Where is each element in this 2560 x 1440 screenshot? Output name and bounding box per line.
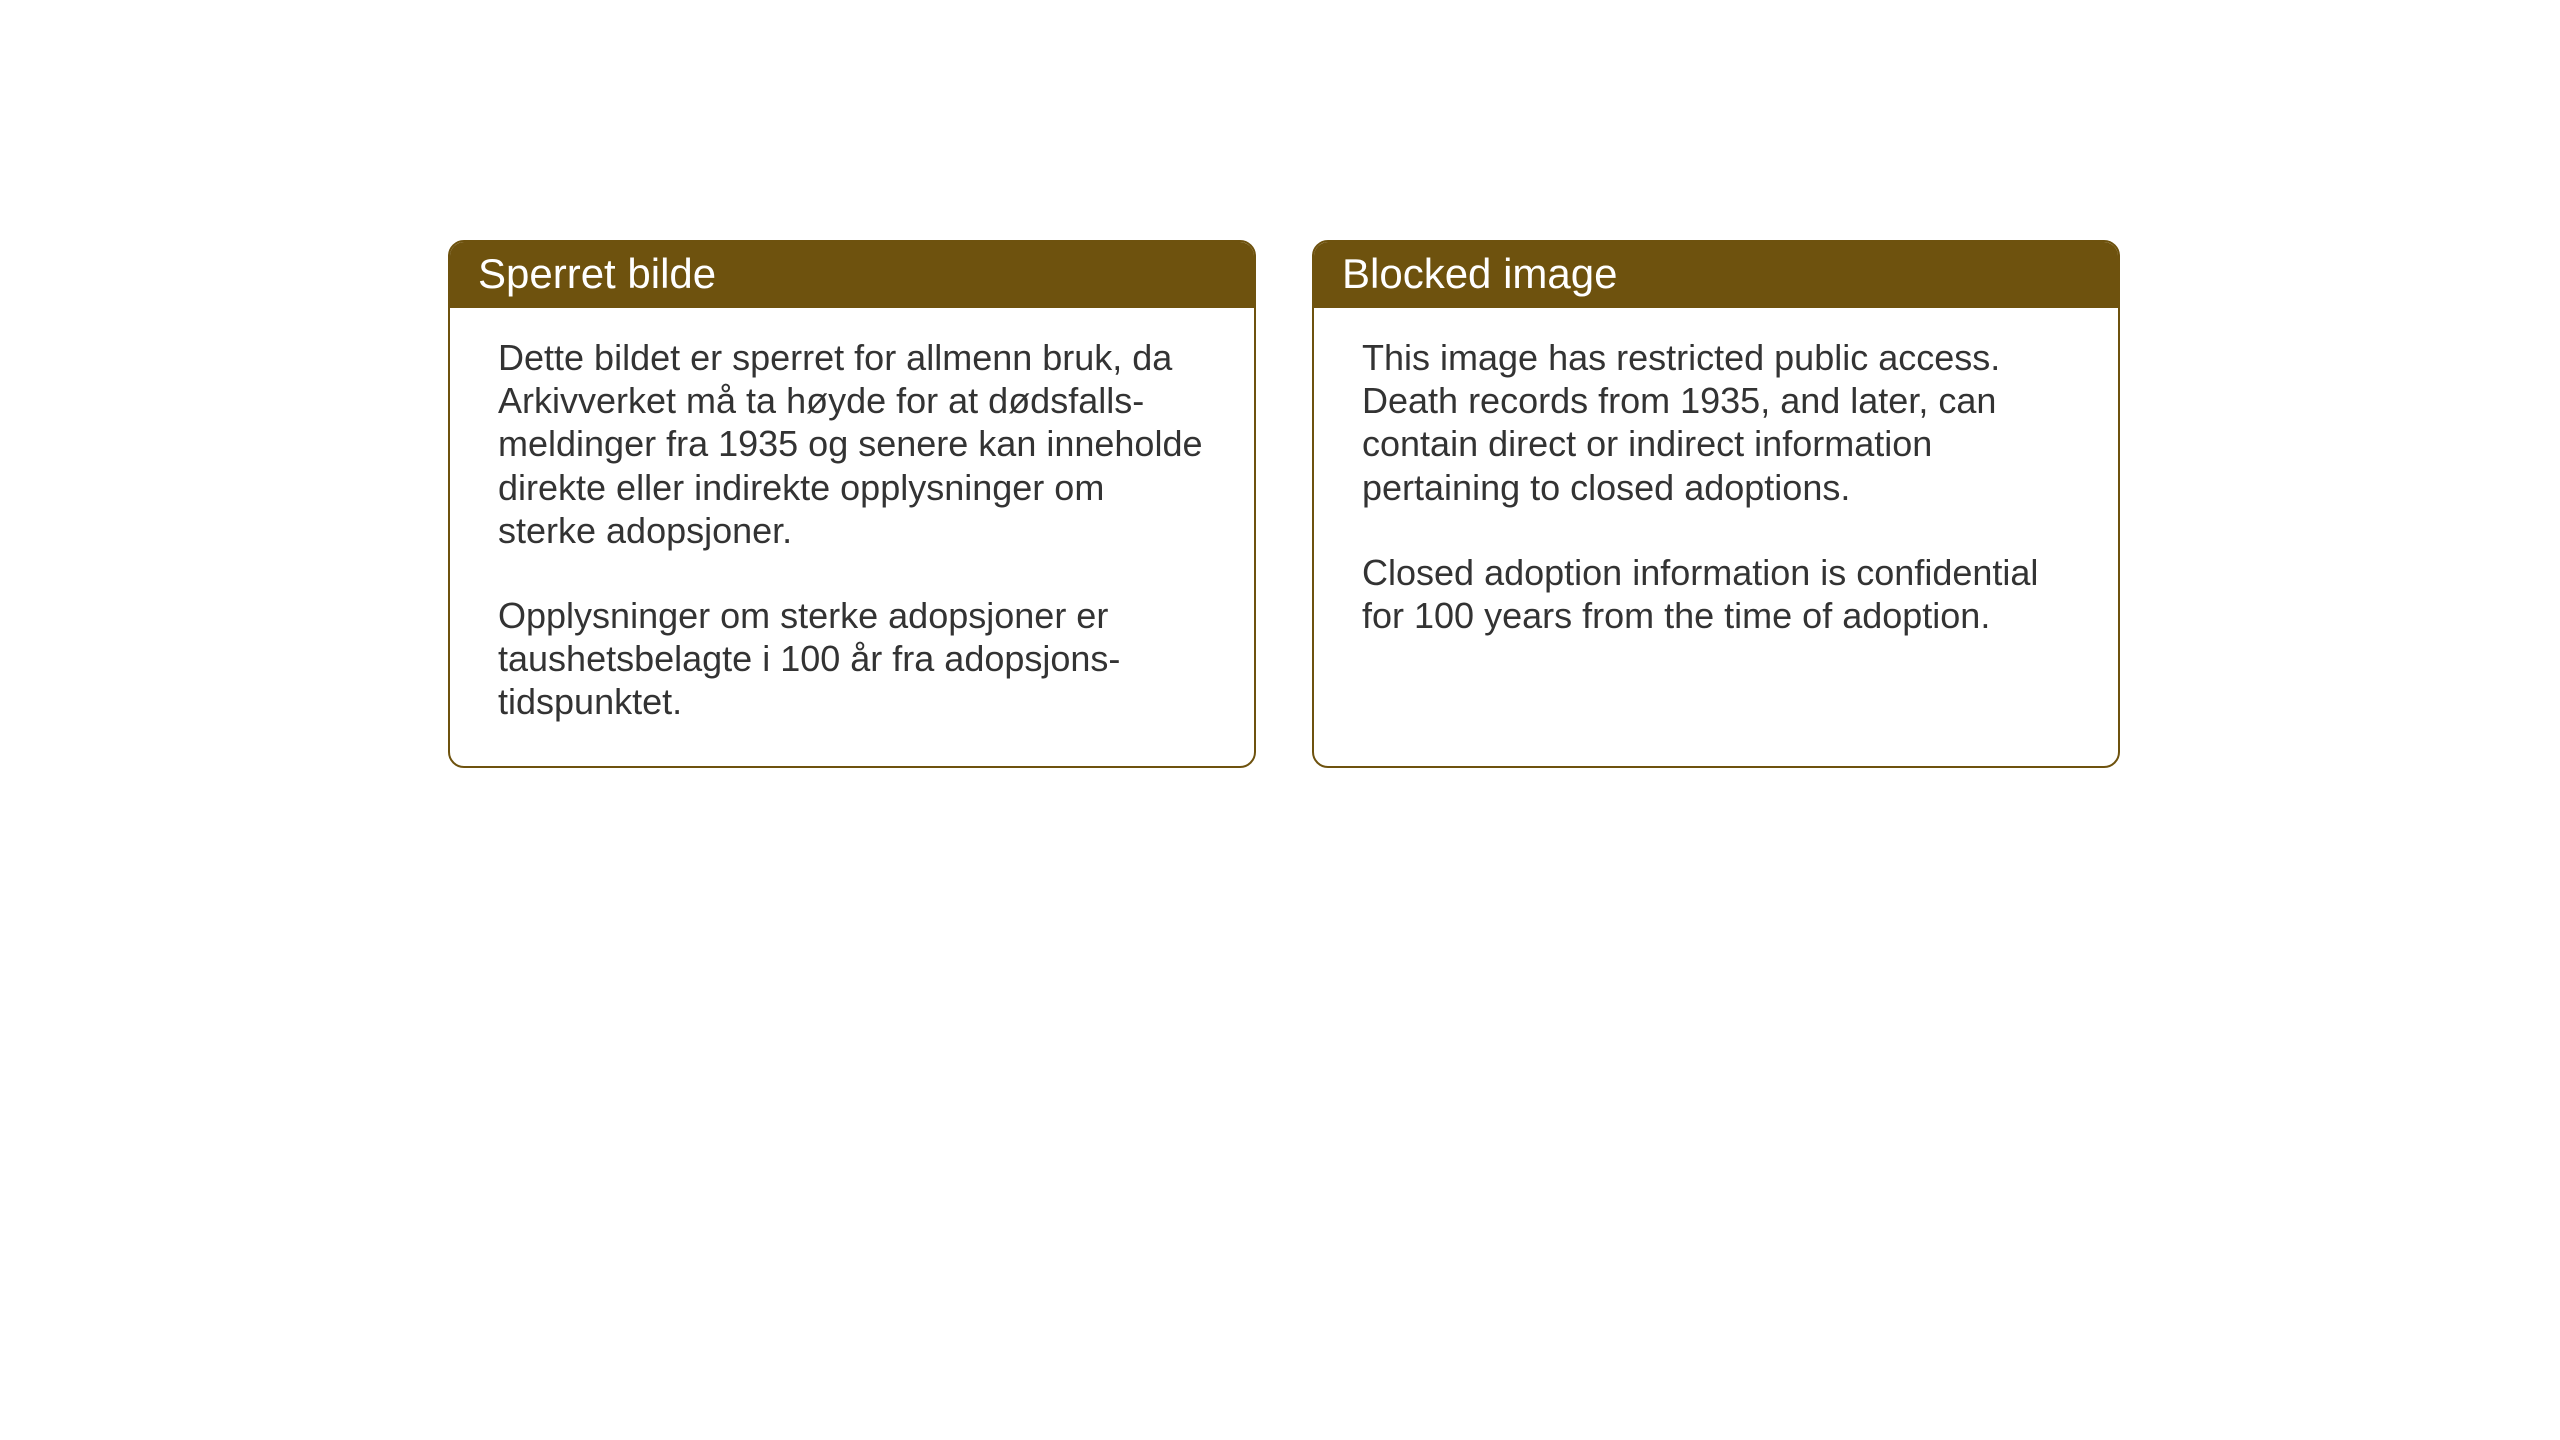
card-paragraph-2-english: Closed adoption information is confident…	[1362, 551, 2070, 637]
notice-card-norwegian: Sperret bilde Dette bildet er sperret fo…	[448, 240, 1256, 768]
card-paragraph-1-norwegian: Dette bildet er sperret for allmenn bruk…	[498, 336, 1206, 552]
card-body-norwegian: Dette bildet er sperret for allmenn bruk…	[450, 308, 1254, 766]
card-title-norwegian: Sperret bilde	[450, 242, 1254, 308]
notice-card-english: Blocked image This image has restricted …	[1312, 240, 2120, 768]
card-paragraph-1-english: This image has restricted public access.…	[1362, 336, 2070, 509]
card-container: Sperret bilde Dette bildet er sperret fo…	[0, 0, 2560, 768]
card-paragraph-2-norwegian: Opplysninger om sterke adopsjoner er tau…	[498, 594, 1206, 724]
card-body-english: This image has restricted public access.…	[1314, 308, 2118, 679]
card-title-english: Blocked image	[1314, 242, 2118, 308]
